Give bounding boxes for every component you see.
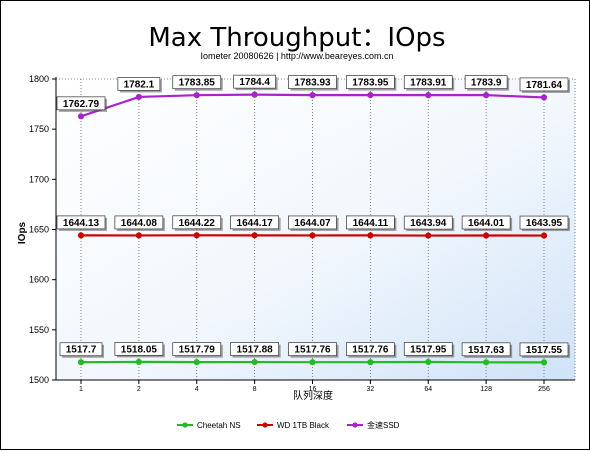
data-label-1-2: 1644.22 bbox=[179, 218, 216, 229]
data-label-2-1: 1782.1 bbox=[124, 79, 155, 90]
data-label-2-4: 1783.93 bbox=[294, 78, 331, 89]
data-point-0-0 bbox=[78, 360, 83, 365]
data-label-1-0: 1644.13 bbox=[63, 218, 100, 229]
data-point-2-0 bbox=[78, 114, 83, 119]
data-label-2-3: 1784.4 bbox=[239, 77, 270, 88]
data-point-2-1 bbox=[136, 94, 141, 99]
x-axis-label: 队列深度 bbox=[293, 389, 333, 402]
data-label-1-1: 1644.08 bbox=[121, 218, 158, 229]
y-tick-label-1750: 1750 bbox=[29, 124, 49, 134]
x-tick-label-8: 8 bbox=[253, 386, 257, 393]
data-point-2-5 bbox=[368, 93, 373, 98]
legend-label-1: WD 1TB Black bbox=[277, 421, 330, 430]
data-label-0-3: 1517.88 bbox=[237, 345, 274, 356]
y-axis-label: IOps bbox=[17, 221, 28, 244]
x-tick-label-64: 64 bbox=[424, 386, 432, 393]
data-label-1-8: 1643.95 bbox=[526, 218, 563, 229]
data-label-0-2: 1517.79 bbox=[179, 345, 216, 356]
data-label-2-7: 1783.9 bbox=[471, 78, 502, 89]
data-point-1-8 bbox=[541, 233, 546, 238]
data-point-0-4 bbox=[310, 360, 315, 365]
legend: Cheetah NS WD 1TB Black 金速SSD bbox=[177, 420, 400, 430]
data-label-0-8: 1517.55 bbox=[526, 345, 563, 356]
data-point-2-3 bbox=[252, 92, 257, 97]
data-point-2-8 bbox=[541, 95, 546, 100]
y-tick-label-1700: 1700 bbox=[29, 174, 49, 184]
x-tick-label-1: 1 bbox=[79, 386, 83, 393]
data-point-1-4 bbox=[310, 233, 315, 238]
data-point-0-5 bbox=[368, 360, 373, 365]
data-point-0-1 bbox=[136, 359, 141, 364]
data-label-1-6: 1643.94 bbox=[410, 218, 447, 229]
y-tick-label-1650: 1650 bbox=[29, 225, 49, 235]
y-tick-label-1800: 1800 bbox=[29, 74, 49, 84]
data-point-1-5 bbox=[368, 233, 373, 238]
x-tick-label-2: 2 bbox=[137, 386, 141, 393]
data-label-0-6: 1517.95 bbox=[410, 344, 447, 355]
data-label-1-4: 1644.07 bbox=[294, 218, 331, 229]
legend-label-0: Cheetah NS bbox=[197, 421, 241, 430]
data-point-2-7 bbox=[484, 93, 489, 98]
legend-marker-2 bbox=[352, 422, 357, 427]
data-point-0-6 bbox=[426, 359, 431, 364]
legend-label-2: 金速SSD bbox=[367, 420, 400, 430]
data-label-2-2: 1783.85 bbox=[179, 78, 216, 89]
x-tick-label-4: 4 bbox=[195, 386, 199, 393]
y-tick-label-1600: 1600 bbox=[29, 275, 49, 285]
data-point-1-7 bbox=[484, 233, 489, 238]
data-point-2-4 bbox=[310, 93, 315, 98]
data-point-0-7 bbox=[484, 360, 489, 365]
data-label-0-0: 1517.7 bbox=[66, 345, 97, 356]
data-point-1-0 bbox=[78, 233, 83, 238]
legend-marker-0 bbox=[182, 422, 187, 427]
data-point-1-3 bbox=[252, 233, 257, 238]
data-label-2-0: 1762.79 bbox=[63, 99, 100, 110]
x-tick-label-32: 32 bbox=[366, 386, 374, 393]
data-label-0-7: 1517.63 bbox=[468, 345, 505, 356]
y-axis-ticks: 1500 1550 1600 1650 1700 1750 1800 bbox=[29, 74, 56, 385]
y-tick-label-1500: 1500 bbox=[29, 375, 49, 385]
y-tick-label-1550: 1550 bbox=[29, 325, 49, 335]
data-point-1-1 bbox=[136, 233, 141, 238]
data-label-2-8: 1781.64 bbox=[526, 80, 563, 91]
data-point-2-2 bbox=[194, 93, 199, 98]
data-point-0-8 bbox=[541, 360, 546, 365]
data-point-2-6 bbox=[426, 93, 431, 98]
chart-subtitle: Iometer 20080626 | http://www.beareyes.c… bbox=[201, 51, 394, 61]
x-tick-label-256: 256 bbox=[538, 386, 550, 393]
x-tick-label-128: 128 bbox=[480, 386, 492, 393]
data-label-1-5: 1644.11 bbox=[353, 218, 389, 229]
legend-marker-1 bbox=[262, 422, 267, 427]
data-point-1-2 bbox=[194, 233, 199, 238]
data-label-0-5: 1517.76 bbox=[352, 345, 389, 356]
data-label-1-3: 1644.17 bbox=[237, 218, 274, 229]
data-point-1-6 bbox=[426, 233, 431, 238]
data-label-2-5: 1783.95 bbox=[352, 78, 389, 89]
data-label-2-6: 1783.91 bbox=[410, 78, 447, 89]
data-label-1-7: 1644.01 bbox=[468, 218, 505, 229]
data-label-0-4: 1517.76 bbox=[294, 345, 331, 356]
data-point-0-3 bbox=[252, 359, 257, 364]
data-point-0-2 bbox=[194, 360, 199, 365]
chart-title: Max Throughput：IOps bbox=[148, 23, 445, 53]
data-label-0-1: 1518.05 bbox=[121, 344, 158, 355]
